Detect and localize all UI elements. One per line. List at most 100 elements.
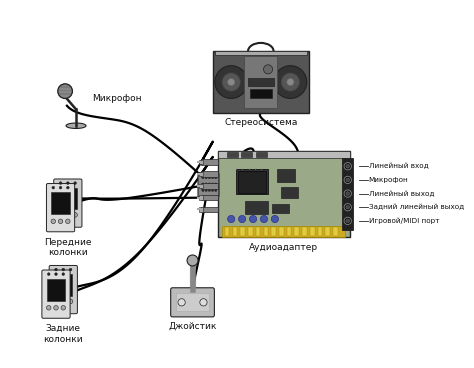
- Circle shape: [54, 305, 58, 310]
- Circle shape: [215, 66, 247, 98]
- Text: Линейный вход: Линейный вход: [369, 163, 428, 170]
- Bar: [200, 172, 203, 176]
- Bar: [218, 151, 349, 158]
- Bar: [248, 227, 253, 236]
- Text: Аудиоадаптер: Аудиоадаптер: [249, 243, 318, 252]
- Circle shape: [205, 189, 207, 191]
- Bar: [294, 227, 299, 236]
- Bar: [47, 279, 65, 301]
- Text: Микрофон: Микрофон: [92, 94, 142, 103]
- FancyBboxPatch shape: [171, 288, 214, 317]
- Circle shape: [287, 78, 294, 86]
- Circle shape: [59, 186, 62, 189]
- FancyBboxPatch shape: [54, 179, 82, 227]
- Circle shape: [274, 66, 307, 98]
- Circle shape: [344, 217, 351, 224]
- Circle shape: [202, 183, 204, 185]
- Ellipse shape: [66, 123, 86, 128]
- Bar: [236, 169, 268, 194]
- Circle shape: [205, 177, 207, 179]
- Circle shape: [228, 215, 235, 223]
- Circle shape: [66, 182, 69, 184]
- Circle shape: [346, 192, 349, 195]
- Circle shape: [73, 213, 77, 217]
- Circle shape: [215, 189, 217, 191]
- Bar: [326, 227, 330, 236]
- Bar: [279, 227, 283, 236]
- Circle shape: [228, 78, 235, 86]
- Bar: [333, 227, 337, 236]
- Bar: [342, 158, 353, 230]
- Bar: [227, 152, 237, 157]
- Bar: [176, 293, 209, 311]
- Bar: [264, 227, 268, 236]
- Circle shape: [66, 186, 69, 189]
- Bar: [318, 227, 322, 236]
- Circle shape: [200, 299, 207, 306]
- Text: Микрофон: Микрофон: [369, 177, 409, 183]
- Circle shape: [55, 273, 57, 276]
- FancyBboxPatch shape: [49, 265, 77, 314]
- Bar: [218, 151, 349, 237]
- Bar: [240, 227, 245, 236]
- Bar: [248, 78, 273, 86]
- Circle shape: [74, 182, 76, 184]
- Circle shape: [208, 177, 210, 179]
- Bar: [201, 183, 218, 188]
- Circle shape: [65, 213, 70, 217]
- Circle shape: [281, 73, 300, 91]
- Circle shape: [51, 219, 55, 224]
- Circle shape: [205, 183, 207, 185]
- Bar: [201, 195, 218, 201]
- Circle shape: [211, 177, 214, 179]
- Text: Стереосистема: Стереосистема: [224, 118, 298, 127]
- Circle shape: [271, 215, 279, 223]
- Circle shape: [55, 268, 57, 271]
- Circle shape: [238, 215, 246, 223]
- Circle shape: [222, 73, 240, 91]
- Circle shape: [68, 299, 73, 304]
- Bar: [200, 184, 203, 188]
- Bar: [241, 152, 252, 157]
- Circle shape: [260, 215, 268, 223]
- Bar: [201, 159, 218, 165]
- Bar: [200, 207, 203, 212]
- Bar: [256, 227, 260, 236]
- Text: Джойстик: Джойстик: [168, 321, 217, 330]
- Bar: [233, 227, 237, 236]
- Circle shape: [58, 219, 63, 224]
- Bar: [287, 227, 292, 236]
- Circle shape: [208, 189, 210, 191]
- Circle shape: [59, 182, 62, 184]
- Circle shape: [208, 183, 210, 185]
- Circle shape: [61, 305, 65, 310]
- Text: Игровой/MIDI порт: Игровой/MIDI порт: [369, 217, 439, 224]
- Circle shape: [249, 215, 257, 223]
- Circle shape: [178, 299, 185, 306]
- Circle shape: [62, 268, 64, 271]
- Circle shape: [58, 84, 73, 98]
- Bar: [200, 160, 203, 164]
- Bar: [59, 188, 77, 209]
- Circle shape: [344, 204, 351, 211]
- Circle shape: [215, 183, 217, 185]
- Bar: [310, 227, 315, 236]
- Circle shape: [346, 219, 349, 223]
- Bar: [54, 274, 73, 296]
- Text: Задний линейный выход: Задний линейный выход: [369, 204, 464, 210]
- Text: Задние
колонки: Задние колонки: [44, 324, 83, 344]
- Bar: [245, 56, 277, 109]
- Bar: [201, 207, 218, 212]
- Circle shape: [61, 299, 65, 304]
- Bar: [200, 195, 203, 200]
- Circle shape: [62, 273, 64, 276]
- Bar: [201, 171, 218, 177]
- Circle shape: [202, 177, 204, 179]
- Circle shape: [346, 178, 349, 182]
- Bar: [245, 201, 268, 215]
- Text: Передние
колонки: Передние колонки: [44, 238, 91, 257]
- Bar: [277, 169, 295, 182]
- Bar: [250, 89, 272, 98]
- Circle shape: [344, 190, 351, 197]
- Circle shape: [211, 189, 214, 191]
